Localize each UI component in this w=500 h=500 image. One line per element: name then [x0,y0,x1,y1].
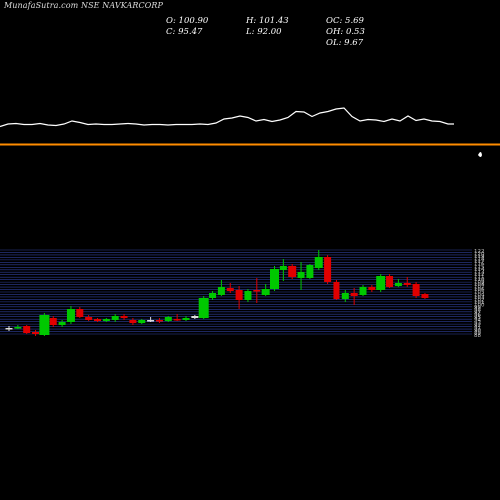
candle-body [314,257,323,268]
chart-watermark: MunafaSutra.com NSE NAVKARCORP [4,1,163,10]
candle-body [244,291,252,300]
candle-body [350,293,358,296]
oh-value: OH: 0.53 [326,27,365,37]
price-label: 97 [474,310,481,316]
price-label: 102 [474,297,485,303]
price-label: 114 [474,267,485,273]
price-axis-labels: 1221201191181171161151141131121111101091… [474,249,485,339]
price-label: 92 [474,323,481,329]
price-line [0,107,454,128]
candle-body [32,332,40,334]
price-label: 94 [474,318,481,324]
price-label: 120 [474,252,485,258]
candle-body [155,320,163,322]
price-label: 100 [474,302,485,308]
candle-body [209,293,217,298]
candle-body [359,287,367,295]
top-line-panel [0,107,454,128]
price-label: 119 [474,254,485,260]
high-value: H: 101.43 [246,16,289,26]
candle-body [279,266,287,270]
candle-body [182,318,190,320]
candle-body [191,316,199,318]
ol-value: OL: 9.67 [326,38,364,48]
price-label: 95 [474,315,481,321]
candle-body [226,288,234,291]
candle-body [94,319,101,321]
separator-marker [478,152,482,157]
price-label: 90 [474,328,481,334]
price-label: 99 [474,305,481,311]
candle-body [394,283,402,286]
candle-body [120,316,128,318]
price-label: 118 [474,257,485,263]
price-label: 96 [474,313,481,319]
price-label: 104 [474,292,485,298]
oc-value: OC: 5.69 [326,16,364,26]
candle-body [306,265,314,278]
price-label: 110 [474,277,485,283]
candle-body [261,289,270,295]
price-label: 122 [474,249,485,255]
price-label: 88 [474,333,481,339]
price-label: 117 [474,259,485,265]
price-label: 116 [474,262,485,268]
candle-body [138,320,146,323]
candle-body [235,290,243,300]
close-value: C: 95.47 [166,27,203,37]
candle-body [198,298,209,318]
candle-body [14,327,22,329]
candle-body [58,322,66,325]
candle-body [270,269,279,289]
price-label: 103 [474,295,485,301]
candle-body [111,316,119,320]
candle-body [253,290,261,292]
candle-body [76,309,84,317]
candle-body [288,266,297,277]
price-label: 108 [474,282,485,288]
price-label: 107 [474,285,485,291]
price-label: 112 [474,272,485,278]
candle-body [297,272,305,278]
candle-body [85,317,93,320]
candlestick-panel [5,250,429,336]
price-label: 106 [474,287,485,293]
candle-body [23,326,31,333]
price-label: 111 [474,274,485,280]
candle-body [164,317,172,321]
candle-body [147,320,155,322]
price-label: 91 [474,325,481,331]
candle-body [386,276,394,287]
price-label: 93 [474,320,481,326]
candle-body [173,319,181,321]
candle-body [403,283,411,285]
candle-body [102,319,110,321]
candle-body [129,320,137,323]
candle-body [368,287,376,290]
candle-body [333,282,340,299]
price-label: 105 [474,290,485,296]
candle-body [341,293,349,299]
low-value: L: 92.00 [246,27,282,37]
price-label: 98 [474,308,481,314]
candle-body [217,287,225,295]
candle-body [376,276,386,290]
price-label: 89 [474,330,481,336]
candle-body [39,315,50,335]
candle-body [49,318,57,325]
price-label: 101 [474,300,485,306]
open-value: O: 100.90 [166,16,209,26]
candle-body [5,328,13,330]
price-label: 115 [474,264,485,270]
price-label: 113 [474,269,485,275]
candle-body [324,257,332,282]
candle-grid [0,249,472,335]
candle-body [66,309,75,322]
price-label: 109 [474,280,485,286]
candle-body [421,294,429,298]
candle-body [412,284,420,296]
